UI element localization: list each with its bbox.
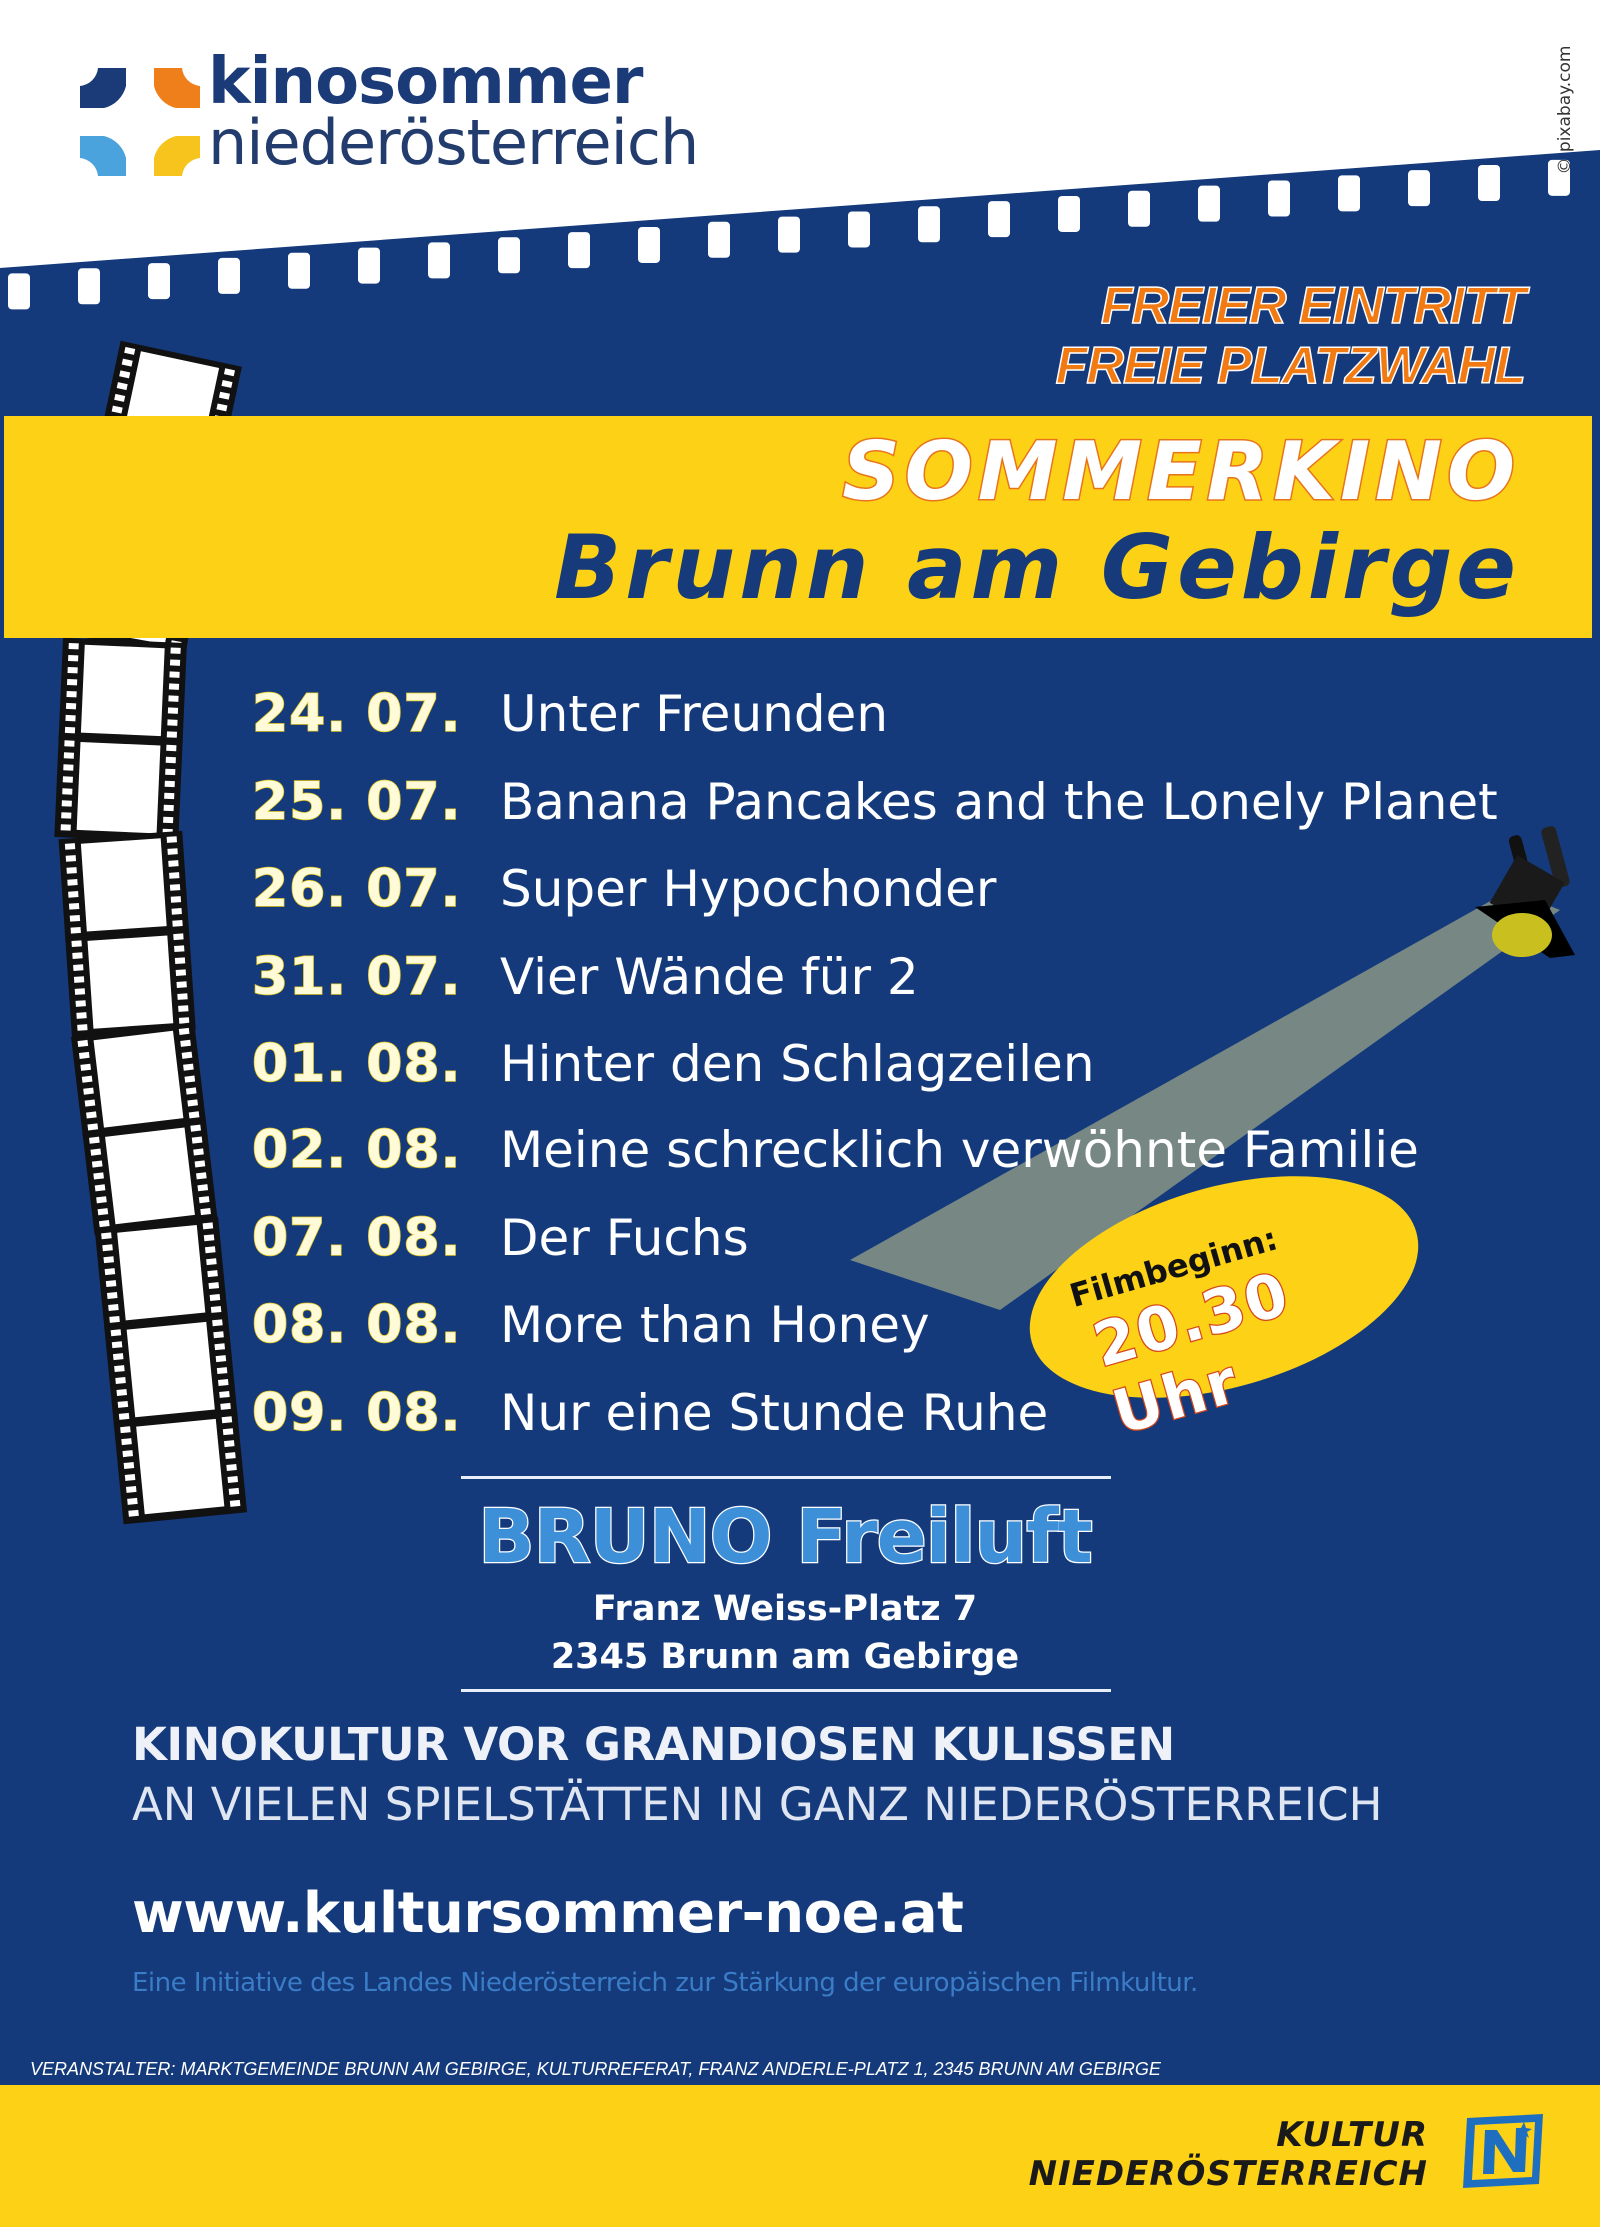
logo-text-niederoesterreich: niederösterreich [208,106,699,179]
film-perforation [428,242,450,279]
top-film-perforations [8,159,1570,310]
film-perforation [1338,175,1360,212]
film-title: Unter Freunden [500,685,889,743]
free-entry-text: FREIER EINTRITT [1100,277,1527,335]
noe-logo-icon [1463,2114,1543,2188]
film-frame [58,637,187,746]
film-title: Banana Pancakes and the Lonely Planet [500,773,1498,831]
screening-date: 09. 08. [251,1382,462,1444]
film-perforation [288,252,310,289]
film-perforation [1128,190,1150,227]
tagline-secondary: AN VIELEN SPIELSTÄTTEN IN GANZ NIEDERÖST… [132,1778,1383,1831]
film-perforation [1268,180,1290,217]
schedule-row: 07. 08. Der Fuchs [251,1203,749,1273]
organizer-text: VERANSTALTER: MARKTGEMEINDE BRUNN AM GEB… [30,2059,1161,2079]
screening-date: 07. 08. [251,1207,462,1269]
spotlight-beam [850,890,1560,1310]
film-title: Meine schrecklich verwöhnte Familie [500,1121,1419,1179]
venue-street: Franz Weiss-Platz 7 [592,1589,978,1629]
free-seating-text: FREIE PLATZWAHL [1055,337,1527,395]
divider [461,1476,1111,1479]
schedule-row: 02. 08. Meine schrecklich verwöhnte Famil… [251,1115,1419,1185]
website-link[interactable]: www.kultursommer-noe.at [132,1881,964,1946]
film-perforation [988,201,1010,238]
image-credit: © pixabay.com [1555,45,1575,175]
schedule-row: 08. 08. More than Honey [251,1290,930,1360]
event-location: Brunn am Gebirge [554,516,1520,619]
film-perforation [778,216,800,253]
footer-brand-line2: NIEDERÖSTERREICH [1028,2154,1428,2194]
divider [461,1689,1111,1692]
film-perforation [848,211,870,248]
screening-date: 01. 08. [251,1033,462,1095]
footer-band [0,2085,1600,2227]
film-perforation [638,226,660,263]
film-perforation [1198,185,1220,222]
film-perforation [1478,164,1500,201]
event-title: SOMMERKINO [841,425,1520,518]
film-title: More than Honey [500,1296,930,1354]
film-title: Nur eine Stunde Ruhe [500,1384,1049,1442]
film-perforation [918,206,940,243]
schedule-row: 24. 07. Unter Freunden [251,679,889,749]
title-banner [4,416,1592,638]
film-title: Der Fuchs [500,1209,749,1267]
film-title: Super Hypochonder [500,860,997,918]
film-frame [58,830,190,942]
film-frame [104,1313,238,1428]
white-header-area [0,0,1600,268]
schedule-row: 31. 07. Vier Wände für 2 [251,942,919,1012]
schedule-row: 01. 08. Hinter den Schlagzeilen [251,1029,1095,1099]
screening-date: 26. 07. [251,858,462,920]
film-frame [113,1410,248,1525]
film-perforation [8,273,30,310]
schedule-row: 09. 08. Nur eine Stunde Ruhe [251,1378,1049,1448]
screening-date: 02. 08. [251,1119,462,1181]
film-perforation [218,257,240,294]
film-frame [70,1022,207,1139]
logo-text-kinosommer: kinosommer [208,45,643,119]
schedule-row: 25. 07. Banana Pancakes and the Lonely Pl… [251,767,1498,837]
tagline-primary: KINOKULTUR VOR GRANDIOSEN KULISSEN [132,1718,1175,1771]
spotlight-icon [1475,826,1575,958]
kinosommer-logo-icon [80,68,200,176]
venue-name: BRUNO Freiluft [477,1494,1094,1580]
film-frame [82,1118,218,1235]
film-frame [94,1216,229,1331]
film-frame [54,735,183,843]
film-title: Vier Wände für 2 [500,948,919,1006]
film-perforation [148,263,170,300]
film-perforation [708,221,730,258]
screening-date: 31. 07. [251,946,462,1008]
film-perforation [1548,159,1570,196]
film-perforation [78,268,100,305]
screening-date: 08. 08. [251,1294,462,1356]
screening-date: 24. 07. [251,683,462,745]
venue-city: 2345 Brunn am Gebirge [550,1637,1020,1677]
film-perforation [498,237,520,274]
initiative-text: Eine Initiative des Landes Niederösterre… [132,1968,1198,1998]
film-perforation [1408,170,1430,207]
film-perforation [358,247,380,284]
film-frame [65,928,196,1039]
screening-date: 25. 07. [251,771,462,833]
footer-brand-line1: KULTUR [1276,2115,1428,2155]
film-perforation [568,232,590,269]
schedule-row: 26. 07. Super Hypochonder [251,854,997,924]
film-title: Hinter den Schlagzeilen [500,1035,1095,1093]
film-perforation [1058,195,1080,232]
